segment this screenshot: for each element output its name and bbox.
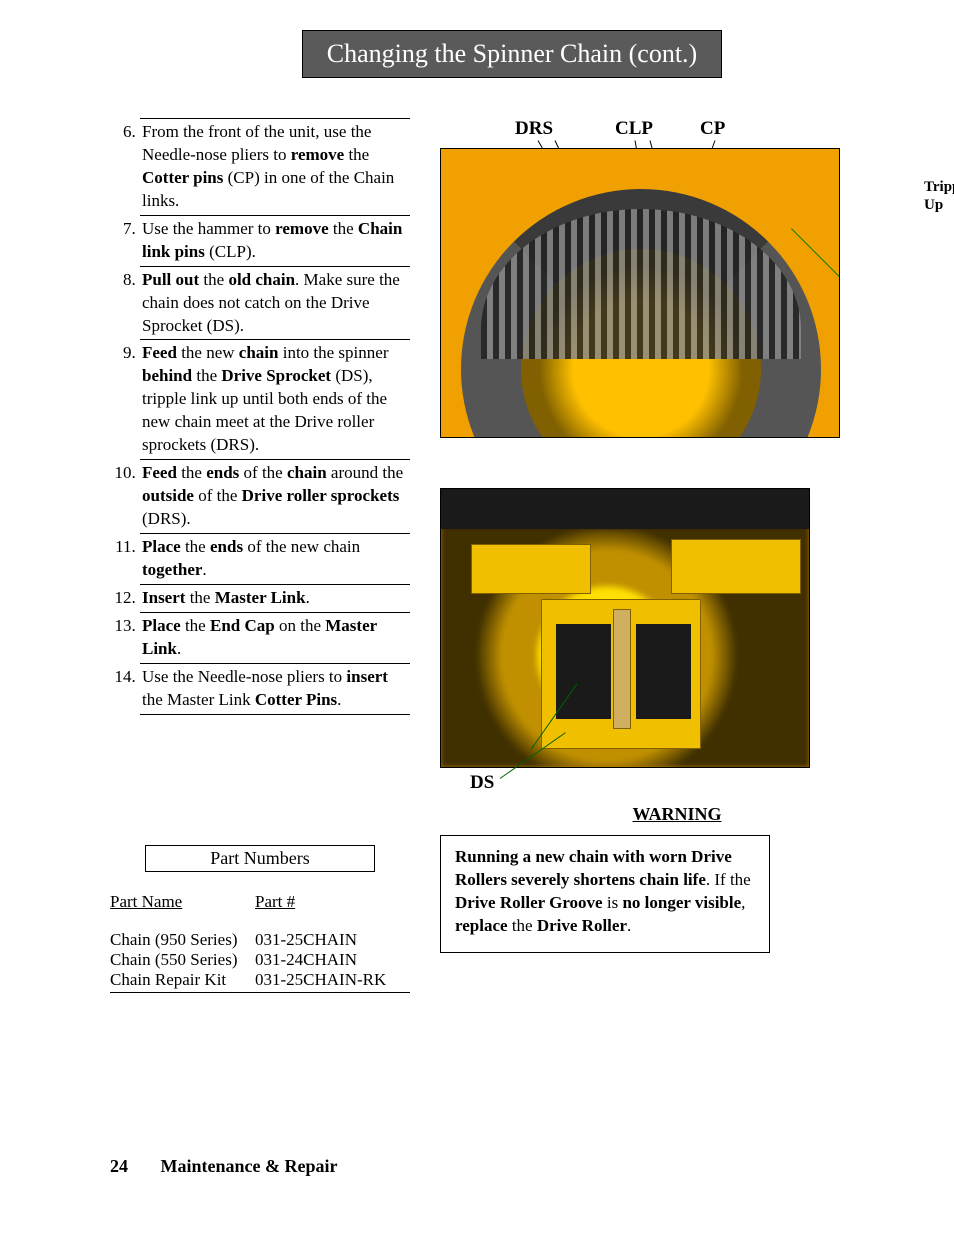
callout-drs: DRS [515, 118, 553, 140]
step-item: Place the End Cap on the Master Link. [140, 612, 410, 663]
page-title: Changing the Spinner Chain (cont.) [302, 30, 722, 78]
parts-title: Part Numbers [145, 845, 375, 872]
side-note-tripple-link: Tripple Link Up [924, 178, 954, 214]
step-item: Place the ends of the new chain together… [140, 533, 410, 584]
step-item: Insert the Master Link. [140, 584, 410, 612]
parts-head-num: Part # [255, 892, 295, 912]
figure-drive-sprocket [440, 488, 810, 768]
step-item: Feed the new chain into the spinner behi… [140, 339, 410, 459]
figure-chain-top [440, 148, 840, 438]
callout-clp: CLP [615, 118, 653, 140]
step-item: From the front of the unit, use the Need… [140, 118, 410, 215]
callout-ds: DS [470, 772, 494, 793]
parts-row: Chain (950 Series)031-25CHAIN [110, 930, 410, 950]
warning-heading: WARNING [440, 804, 914, 825]
parts-row: Chain Repair Kit031-25CHAIN-RK [110, 970, 410, 990]
page-number: 24 [110, 1156, 128, 1176]
page-footer: 24 Maintenance & Repair [110, 1156, 337, 1177]
step-item: Pull out the old chain. Make sure the ch… [140, 266, 410, 340]
parts-row: Chain (550 Series)031-24CHAIN [110, 950, 410, 970]
section-label: Maintenance & Repair [161, 1156, 338, 1176]
callout-cp: CP [700, 118, 725, 140]
figure1-callouts: DRS CLP CP [440, 118, 914, 148]
part-numbers-block: Part Numbers Part Name Part # Chain (950… [110, 845, 410, 993]
warning-box: Running a new chain with worn Drive Roll… [440, 835, 770, 953]
step-item: Use the Needle-nose pliers to insert the… [140, 663, 410, 715]
step-item: Feed the ends of the chain around the ou… [140, 459, 410, 533]
parts-head-name: Part Name [110, 892, 255, 912]
step-item: Use the hammer to remove the Chain link … [140, 215, 410, 266]
step-list: From the front of the unit, use the Need… [110, 118, 410, 715]
